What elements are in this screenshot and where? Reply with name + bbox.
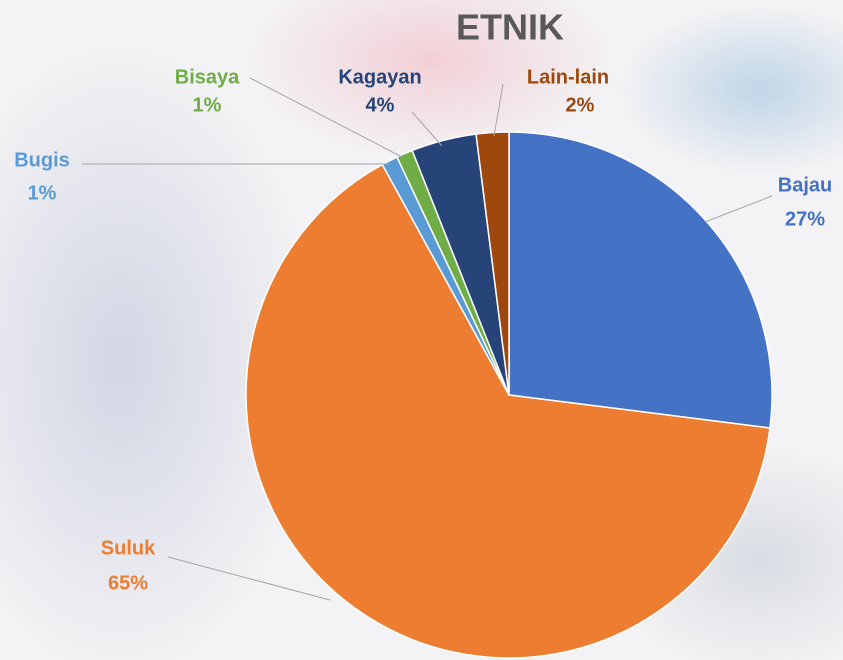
slice-label: Bugis	[14, 149, 70, 171]
pie-slice	[245, 163, 771, 659]
pie-slice	[475, 131, 510, 396]
slice-label: Kagayan	[338, 66, 421, 88]
slice-label: Lain-lain	[527, 66, 609, 88]
slice-value-label: 1%	[28, 182, 57, 204]
slice-label: Bisaya	[175, 66, 240, 88]
leader-line	[704, 195, 773, 223]
leader-line	[493, 83, 504, 137]
slice-label: Bajau	[778, 174, 832, 196]
chart-title: ETNIK	[456, 7, 564, 48]
leader-line	[167, 556, 331, 601]
slice-value-label: 1%	[193, 94, 222, 116]
pie-slice	[508, 131, 773, 429]
leader-line	[249, 77, 403, 158]
slice-value-label: 27%	[785, 208, 825, 230]
slice-value-label: 4%	[366, 94, 395, 116]
leader-line	[411, 111, 443, 147]
slice-label: Suluk	[101, 537, 156, 559]
slice-value-label: 65%	[108, 572, 148, 594]
slice-value-label: 2%	[566, 94, 595, 116]
